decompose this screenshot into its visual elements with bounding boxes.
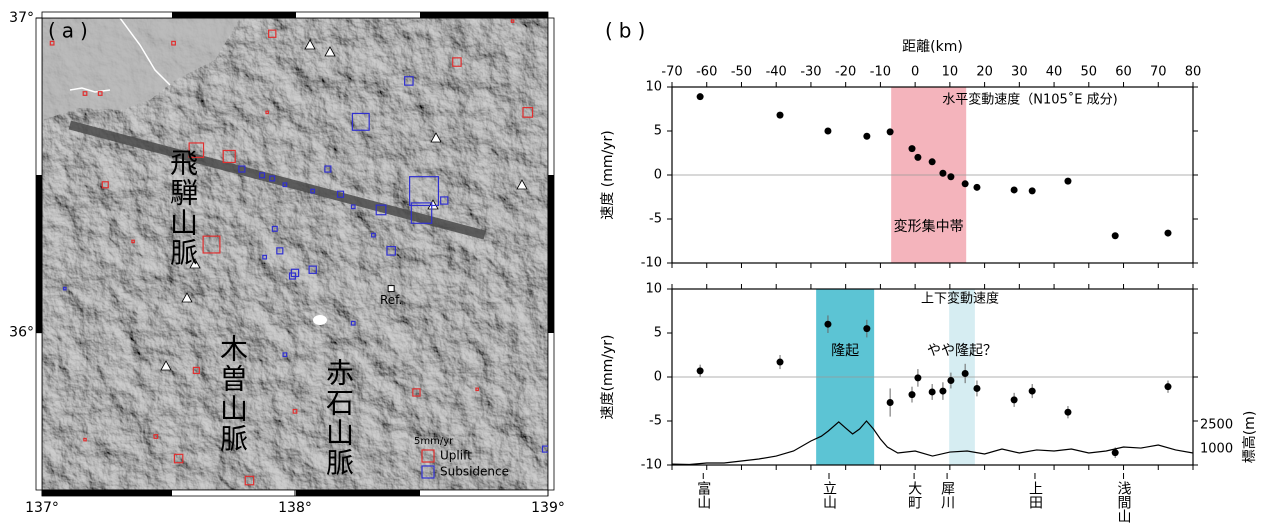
place-label: 上田 bbox=[1028, 481, 1042, 509]
data-point bbox=[939, 388, 946, 395]
range-label: 赤石山脈 bbox=[324, 358, 352, 478]
data-point bbox=[824, 128, 831, 135]
data-point bbox=[1064, 409, 1071, 416]
band-label: やや隆起？ bbox=[927, 343, 997, 359]
y-tick-label: 10 bbox=[645, 282, 662, 297]
chart-title: 水平変動速度（N105˚E 成分) bbox=[942, 92, 1117, 108]
data-point bbox=[909, 145, 916, 152]
x-tick-label: 80 bbox=[1185, 65, 1202, 80]
data-point bbox=[909, 391, 916, 398]
band-label: 変形集中帯 bbox=[894, 218, 964, 235]
x-tick-label: -50 bbox=[731, 65, 752, 80]
y-tick-label: 36° bbox=[9, 325, 34, 341]
y2-tick-label: 2500 bbox=[1200, 418, 1233, 433]
place-label: 浅間山 bbox=[1117, 481, 1131, 523]
data-point bbox=[863, 133, 870, 140]
data-point bbox=[824, 321, 831, 328]
y-tick-label: -10 bbox=[641, 256, 662, 271]
data-point bbox=[1112, 232, 1119, 239]
x-tick-label: -20 bbox=[835, 65, 856, 80]
y-tick-label: 5 bbox=[654, 326, 662, 341]
x-axis-label: 距離(km) bbox=[902, 38, 963, 55]
data-point bbox=[929, 388, 936, 395]
data-point bbox=[947, 377, 954, 384]
x-tick-label: -40 bbox=[766, 65, 787, 80]
size-legend-label: 5mm/yr bbox=[414, 436, 454, 447]
place-label: 犀川 bbox=[940, 481, 954, 509]
range-label: 飛騨山脈 bbox=[168, 148, 196, 268]
y-tick-label: -10 bbox=[641, 458, 662, 473]
data-point bbox=[929, 158, 936, 165]
y2-axis-label: 標高(m) bbox=[1241, 411, 1258, 464]
chart-title: 上下変動速度 bbox=[921, 291, 999, 307]
y-tick-label: 5 bbox=[654, 124, 662, 139]
band-label: 隆起 bbox=[831, 343, 859, 359]
map-background bbox=[42, 18, 548, 490]
x-tick-label: -10 bbox=[870, 65, 891, 80]
data-point bbox=[939, 170, 946, 177]
x-tick-label: -60 bbox=[696, 65, 717, 80]
y-axis-label: 速度(mm/yr) bbox=[600, 335, 616, 420]
x-tick-label: 137° bbox=[25, 500, 59, 516]
data-point bbox=[1011, 186, 1018, 193]
data-point bbox=[697, 93, 704, 100]
y2-tick-label: 1000 bbox=[1200, 442, 1233, 457]
data-point bbox=[1011, 396, 1018, 403]
x-tick-label: 139° bbox=[531, 500, 565, 516]
data-point bbox=[962, 180, 969, 187]
x-tick-label: 50 bbox=[1081, 65, 1098, 80]
panel-label: (a) bbox=[48, 19, 94, 43]
data-point bbox=[973, 184, 980, 191]
data-point bbox=[887, 128, 894, 135]
data-point bbox=[947, 173, 954, 180]
y-tick-label: 10 bbox=[645, 80, 662, 95]
place-label: 大町 bbox=[907, 481, 921, 509]
x-tick-label: 20 bbox=[976, 65, 993, 80]
data-point bbox=[973, 385, 980, 392]
range-label: 木曽山脈 bbox=[218, 334, 246, 454]
data-point bbox=[1064, 178, 1071, 185]
reference-point bbox=[388, 286, 394, 292]
legend-label: Subsidence bbox=[440, 465, 509, 479]
elevation-line bbox=[672, 421, 1193, 465]
x-tick-label: -70 bbox=[661, 65, 682, 80]
data-point bbox=[1164, 230, 1171, 237]
data-point bbox=[863, 325, 870, 332]
x-tick-label: -30 bbox=[800, 65, 821, 80]
y-tick-label: -5 bbox=[649, 212, 662, 227]
data-point bbox=[777, 112, 784, 119]
x-tick-label: 70 bbox=[1150, 65, 1167, 80]
place-label: 立山 bbox=[822, 481, 836, 509]
panel-label: (b) bbox=[605, 19, 651, 43]
data-point bbox=[1029, 388, 1036, 395]
x-tick-label: 138° bbox=[278, 500, 312, 516]
legend-label: Uplift bbox=[440, 449, 472, 463]
data-point bbox=[697, 367, 704, 374]
y-tick-label: 0 bbox=[654, 168, 662, 183]
data-point bbox=[887, 399, 894, 406]
x-tick-label: 0 bbox=[911, 65, 919, 80]
data-point bbox=[1029, 187, 1036, 194]
data-point bbox=[962, 370, 969, 377]
y-tick-label: 37° bbox=[9, 10, 34, 26]
y-tick-label: -5 bbox=[649, 414, 662, 429]
data-point bbox=[1164, 383, 1171, 390]
place-label: 富山 bbox=[696, 481, 710, 509]
x-tick-label: 30 bbox=[1011, 65, 1028, 80]
x-tick-label: 60 bbox=[1115, 65, 1132, 80]
x-tick-label: 10 bbox=[942, 65, 959, 80]
y-tick-label: 0 bbox=[654, 370, 662, 385]
data-point bbox=[1112, 449, 1119, 456]
data-point bbox=[914, 154, 921, 161]
data-point bbox=[914, 374, 921, 381]
x-tick-label: 40 bbox=[1046, 65, 1063, 80]
data-point bbox=[777, 359, 784, 366]
figure: (a) 137° 138° 139° 36° 37° Uplift Subsidence 5mm… bbox=[0, 0, 1264, 523]
reference-label: Ref. bbox=[380, 293, 402, 307]
y-axis-label: 速度 (mm/yr) bbox=[600, 130, 616, 219]
